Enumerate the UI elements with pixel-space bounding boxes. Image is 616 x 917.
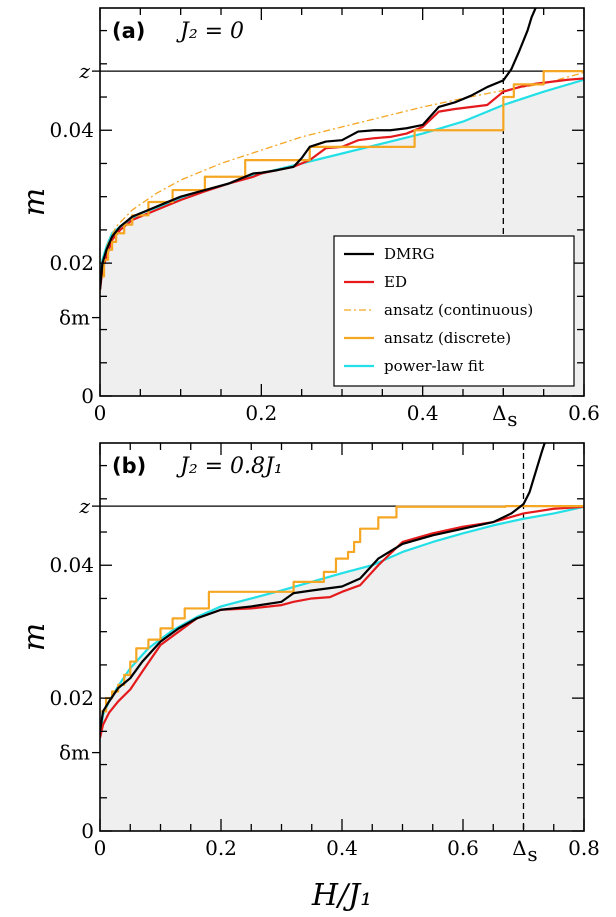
y-tick-label: 0.04: [49, 118, 94, 142]
y-tick-label-z: z: [78, 59, 90, 83]
x-tick-label: 0: [94, 401, 107, 425]
legend-label: power-law fit: [384, 357, 484, 375]
x-tick-label: 0.4: [326, 836, 358, 860]
x-tick-label-delta-s: Δ: [512, 836, 526, 860]
x-tick-label: 0.8: [568, 836, 600, 860]
legend-label: DMRG: [384, 245, 435, 263]
panel-a: 0 0.2 0.4 0.6 Δ s 0 0.02 0.04 z δm (a) J₂ = 0 m DMRG ED…: [17, 7, 600, 431]
y-tick-label: 0.04: [49, 553, 94, 577]
legend-label: ansatz (discrete): [384, 329, 511, 347]
y-tick-label: 0: [81, 819, 94, 843]
y-tick-label: 0.02: [49, 251, 94, 275]
legend-box: [333, 235, 575, 387]
legend: DMRG ED ansatz (continuous) ansatz (discret…: [333, 235, 575, 387]
y-tick-label-z: z: [78, 494, 90, 518]
y-tick-label-delta-m: δm: [59, 741, 90, 765]
panel-label: (a): [112, 19, 145, 43]
x-tick-label-delta-s-subscript: s: [507, 407, 517, 431]
x-tick-label: 0.4: [407, 401, 439, 425]
panel-label: (b): [112, 454, 146, 478]
panel-equation: J₂ = 0.8J₁: [176, 454, 283, 479]
x-tick-label: 0.6: [447, 836, 479, 860]
x-tick-label: 0.2: [205, 836, 237, 860]
series-ansatz-continuous: [100, 71, 584, 294]
y-tick-label: 0: [81, 384, 94, 408]
y-axis-label: m: [17, 623, 52, 651]
panel-equation: J₂ = 0: [176, 19, 244, 44]
legend-label: ED: [384, 273, 407, 291]
legend-label: ansatz (continuous): [384, 301, 533, 319]
x-tick-label: 0: [94, 836, 107, 860]
series-ed: [100, 505, 584, 739]
x-tick-label: 0.2: [245, 401, 277, 425]
series-ed: [100, 77, 584, 290]
x-tick-label-delta-s-subscript: s: [527, 842, 537, 866]
series-ansatz-discrete: [101, 70, 584, 278]
series-power-law-fit: [100, 505, 584, 735]
y-tick-label: 0.02: [49, 686, 94, 710]
x-tick-label: 0.6: [568, 401, 600, 425]
x-axis-label: H/J₁: [311, 878, 372, 913]
y-axis-label: m: [17, 188, 52, 216]
series-dmrg: [100, 443, 546, 732]
series-dmrg: [100, 8, 537, 290]
panel-b: 0 0.2 0.4 0.6 0.8 Δ s 0 0.02 0.04 z δm (b) J₂ = 0.8J₁…: [17, 442, 600, 913]
y-tick-label-delta-m: δm: [59, 306, 90, 330]
shaded-region: [100, 506, 584, 831]
x-tick-label-delta-s: Δ: [492, 401, 506, 425]
